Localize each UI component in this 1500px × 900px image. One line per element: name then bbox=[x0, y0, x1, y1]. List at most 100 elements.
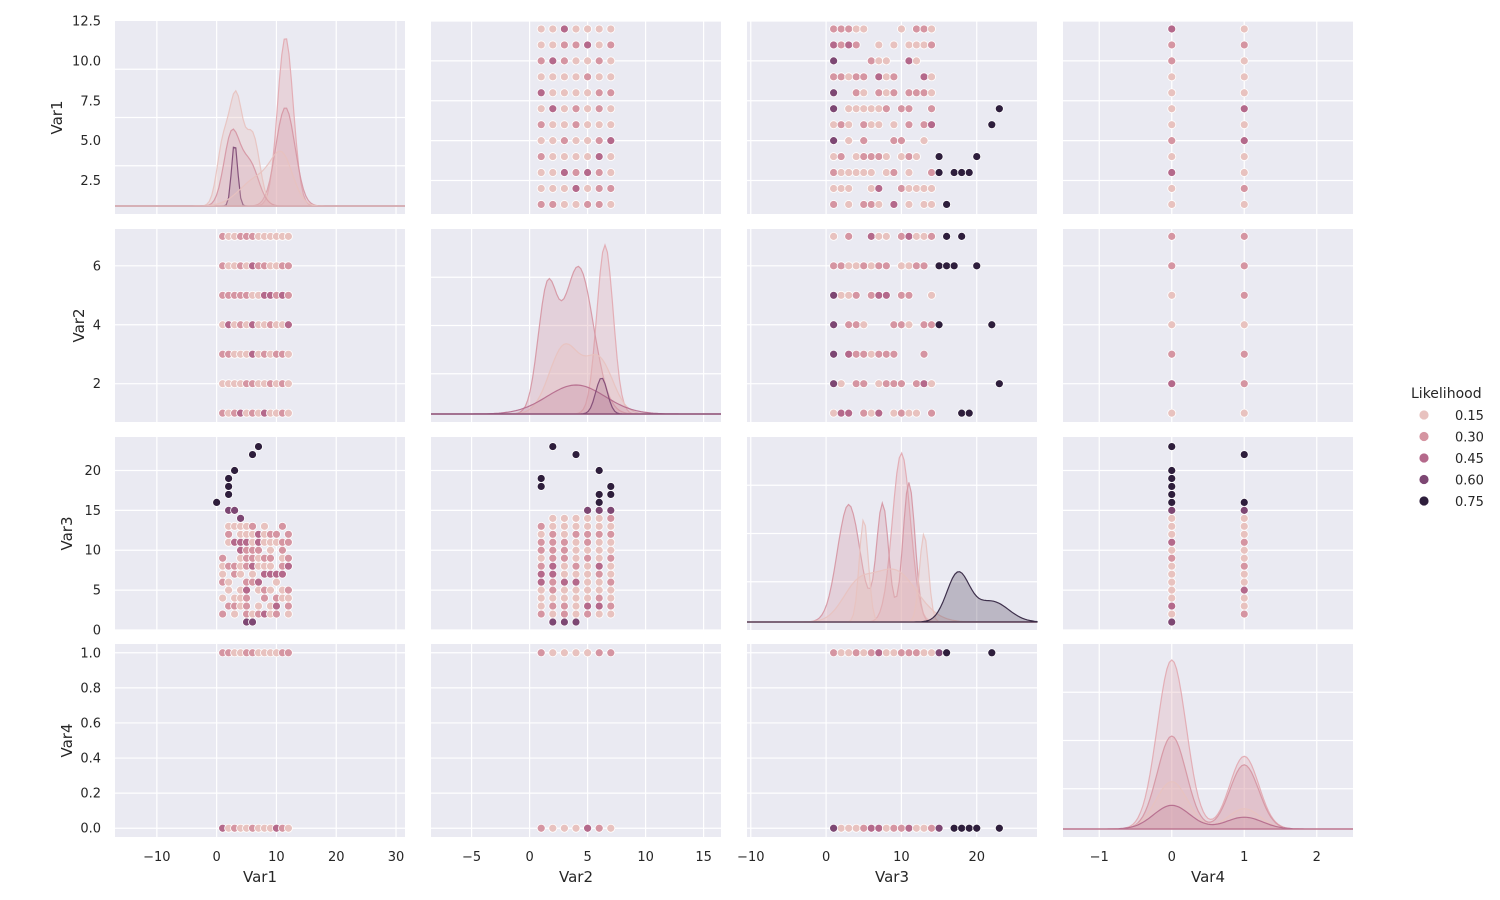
scatter-point bbox=[897, 261, 906, 271]
scatter-point bbox=[606, 553, 616, 563]
scatter-point bbox=[1239, 184, 1249, 193]
scatter-point bbox=[889, 648, 899, 658]
scatter-point-high-likelihood bbox=[1167, 466, 1177, 475]
scatter-point bbox=[881, 823, 891, 833]
scatter-point bbox=[594, 136, 604, 146]
y-tick-label: 0.2 bbox=[80, 787, 101, 802]
scatter-point bbox=[583, 545, 592, 555]
scatter-point bbox=[829, 184, 839, 193]
scatter-point bbox=[548, 593, 558, 603]
scatter-point bbox=[836, 379, 846, 389]
scatter-point-high-likelihood bbox=[536, 474, 546, 483]
scatter-point bbox=[1167, 152, 1177, 161]
scatter-point bbox=[881, 104, 891, 114]
scatter-point bbox=[904, 200, 914, 209]
scatter-point bbox=[536, 56, 546, 66]
legend-label: 0.60 bbox=[1455, 474, 1484, 489]
scatter-point bbox=[583, 56, 592, 66]
scatter-point bbox=[912, 40, 921, 50]
scatter-point bbox=[560, 56, 569, 66]
scatter-point bbox=[889, 823, 899, 833]
scatter-point bbox=[1167, 529, 1177, 539]
scatter-point-high-likelihood bbox=[829, 349, 839, 359]
scatter-point bbox=[844, 349, 854, 359]
scatter-point-high-likelihood bbox=[994, 379, 1004, 389]
scatter-point bbox=[851, 379, 861, 389]
y-axis-label-var3: Var3 bbox=[58, 517, 76, 551]
scatter-point bbox=[571, 72, 581, 82]
panel-background bbox=[747, 644, 1037, 837]
scatter-point bbox=[583, 609, 592, 619]
scatter-point bbox=[866, 168, 876, 177]
scatter-point bbox=[866, 56, 876, 66]
scatter-point bbox=[606, 24, 616, 34]
scatter-point bbox=[571, 601, 581, 611]
scatter-point bbox=[594, 553, 604, 563]
scatter-point bbox=[844, 72, 854, 82]
scatter-point bbox=[583, 601, 592, 611]
scatter-point bbox=[889, 379, 899, 389]
scatter-point bbox=[1167, 56, 1177, 66]
scatter-point bbox=[897, 152, 906, 161]
scatter-point bbox=[536, 648, 546, 658]
panel-var4-vs-var3 bbox=[747, 644, 1037, 837]
scatter-point-high-likelihood bbox=[1167, 497, 1177, 507]
scatter-point bbox=[594, 72, 604, 82]
scatter-point-high-likelihood bbox=[594, 490, 604, 499]
scatter-point-high-likelihood bbox=[829, 136, 839, 146]
scatter-point bbox=[594, 577, 604, 587]
scatter-point bbox=[254, 577, 263, 587]
scatter-point bbox=[560, 521, 569, 531]
scatter-point bbox=[571, 104, 581, 114]
x-tick-label: 5 bbox=[583, 850, 591, 865]
scatter-point-high-likelihood bbox=[972, 261, 982, 271]
scatter-point bbox=[272, 609, 281, 619]
scatter-point bbox=[859, 88, 869, 98]
scatter-point bbox=[1239, 553, 1249, 563]
scatter-point bbox=[583, 521, 592, 531]
scatter-point bbox=[560, 24, 569, 34]
scatter-point bbox=[904, 104, 914, 114]
scatter-point bbox=[1167, 231, 1177, 241]
scatter-point bbox=[548, 553, 558, 563]
scatter-point bbox=[919, 24, 929, 34]
scatter-point bbox=[1167, 349, 1177, 359]
scatter-point-high-likelihood bbox=[571, 617, 581, 627]
scatter-point bbox=[1167, 104, 1177, 114]
scatter-point bbox=[606, 168, 616, 177]
scatter-point-high-likelihood bbox=[571, 450, 581, 459]
scatter-point bbox=[859, 152, 869, 161]
scatter-point bbox=[1167, 379, 1177, 389]
scatter-point bbox=[571, 521, 581, 531]
scatter-point bbox=[889, 320, 899, 330]
scatter-point bbox=[904, 120, 914, 130]
scatter-point bbox=[1167, 577, 1177, 587]
scatter-point bbox=[594, 537, 604, 547]
scatter-point-high-likelihood bbox=[1167, 505, 1177, 515]
scatter-point bbox=[927, 648, 936, 658]
scatter-point bbox=[606, 529, 616, 539]
scatter-point bbox=[836, 152, 846, 161]
scatter-point bbox=[927, 104, 936, 114]
scatter-point bbox=[536, 609, 546, 619]
scatter-point bbox=[844, 40, 854, 50]
scatter-point bbox=[919, 40, 929, 50]
scatter-point bbox=[571, 609, 581, 619]
scatter-point bbox=[594, 648, 604, 658]
scatter-point bbox=[284, 231, 293, 241]
scatter-point bbox=[594, 24, 604, 34]
scatter-point-high-likelihood bbox=[594, 505, 604, 515]
scatter-point bbox=[548, 577, 558, 587]
y-tick-label: 6 bbox=[93, 259, 101, 274]
scatter-point bbox=[844, 823, 854, 833]
scatter-point bbox=[606, 120, 616, 130]
scatter-point bbox=[1167, 290, 1177, 300]
scatter-point bbox=[851, 823, 861, 833]
kde-curve-var2 bbox=[431, 377, 721, 415]
x-tick-label: −5 bbox=[462, 850, 481, 865]
scatter-point bbox=[583, 120, 592, 130]
scatter-point bbox=[881, 72, 891, 82]
scatter-point bbox=[606, 152, 616, 161]
scatter-point-high-likelihood bbox=[594, 466, 604, 475]
